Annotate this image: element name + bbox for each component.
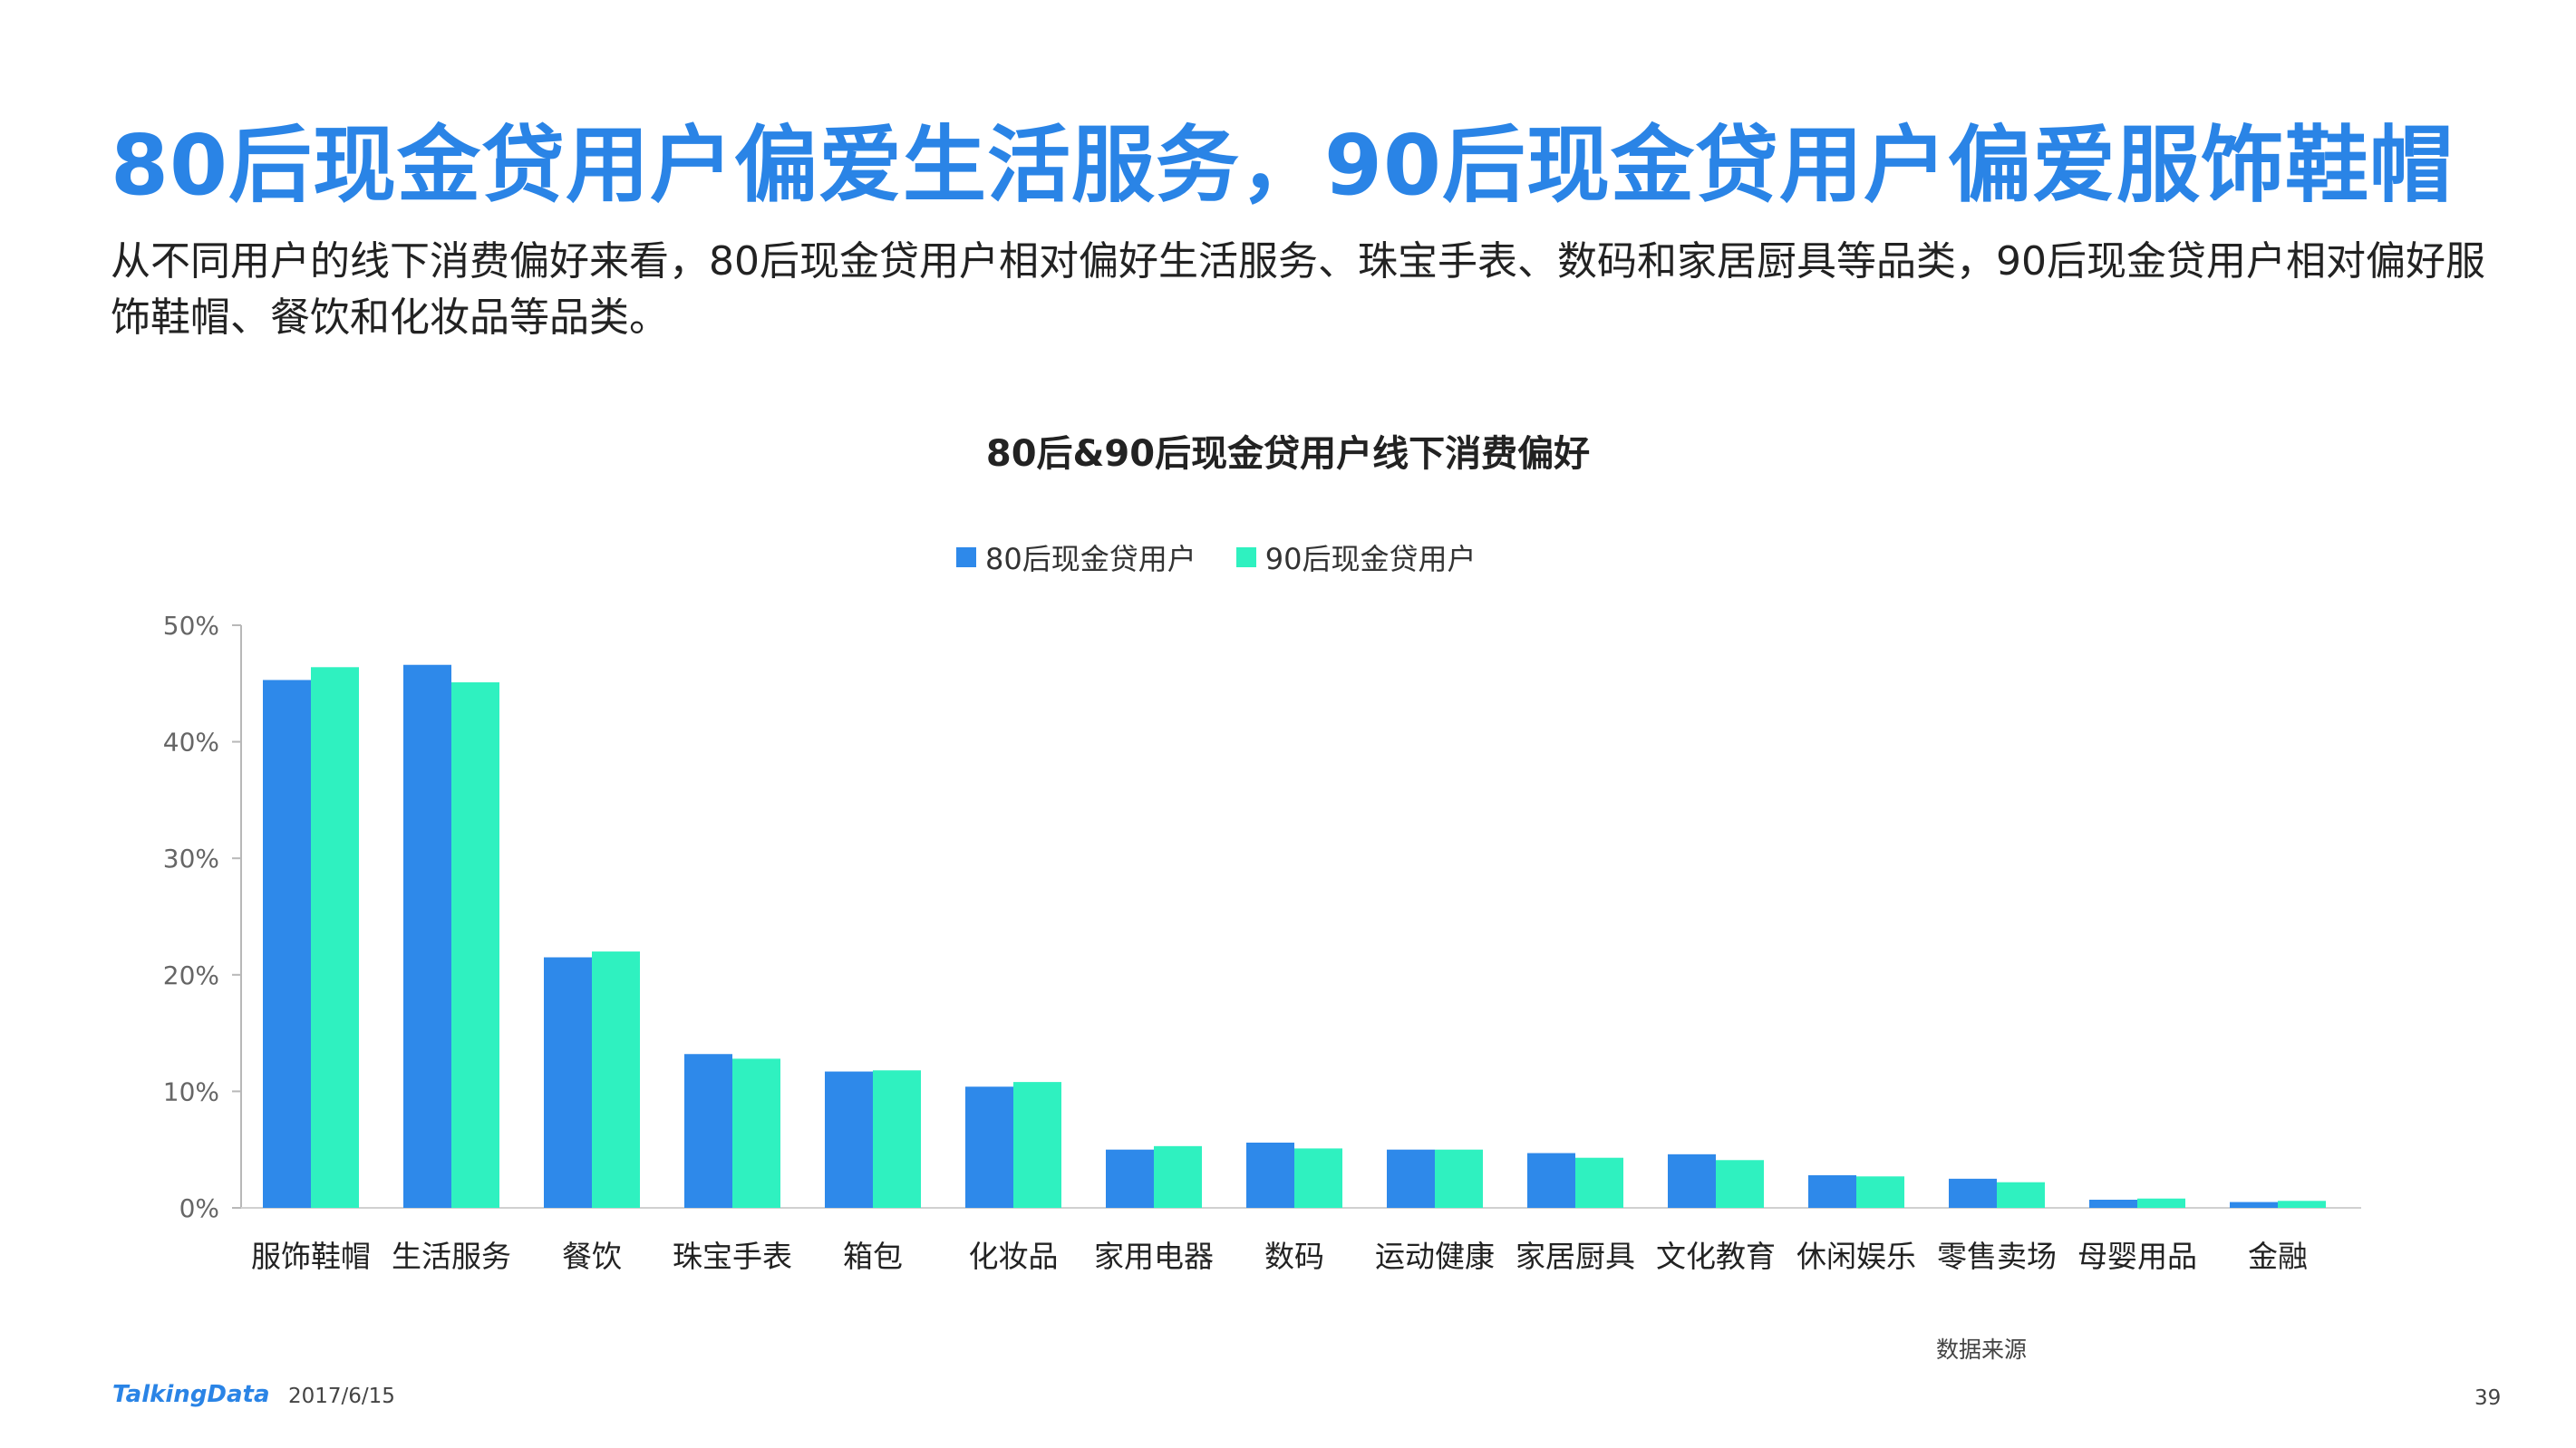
bar-80-10 [1668, 1154, 1716, 1208]
bar-90-3 [732, 1058, 780, 1208]
legend-item-90: 90后现金贷用户 [1235, 536, 1477, 578]
bar-90-4 [873, 1070, 921, 1208]
bar-90-2 [592, 951, 640, 1208]
bar-80-2 [544, 957, 592, 1208]
x-tick-label: 文化教育 [1656, 1239, 1776, 1274]
bar-90-0 [311, 667, 359, 1208]
x-tick-label: 化妆品 [969, 1239, 1059, 1274]
x-tick-label: 家用电器 [1094, 1239, 1214, 1274]
y-tick-label: 40% [163, 728, 219, 758]
chart-title: 80后&90后现金贷用户线下消费偏好 [985, 433, 1591, 475]
bar-90-12 [1997, 1182, 2045, 1208]
y-tick-label: 20% [163, 961, 219, 990]
bar-90-9 [1575, 1157, 1623, 1208]
y-tick-label: 10% [163, 1076, 219, 1106]
bar-80-7 [1246, 1142, 1294, 1208]
legend-swatch-90 [1235, 547, 1256, 567]
x-tick-label: 休闲娱乐 [1796, 1239, 1916, 1274]
y-tick-label: 30% [163, 844, 219, 874]
legend-swatch-80 [956, 547, 976, 567]
bar-90-8 [1435, 1149, 1483, 1208]
bar-80-6 [1106, 1149, 1154, 1208]
x-tick-label: 零售卖场 [1937, 1239, 2057, 1274]
x-tick-label: 运动健康 [1375, 1239, 1495, 1274]
bar-80-3 [684, 1054, 732, 1208]
legend-label-90: 90后现金贷用户 [1264, 542, 1477, 576]
bar-90-10 [1716, 1160, 1764, 1208]
bar-80-13 [2089, 1199, 2137, 1208]
y-tick-label: 0% [179, 1193, 219, 1223]
x-tick-label: 服饰鞋帽 [251, 1239, 371, 1274]
page-title: 80后现金贷用户偏爱生活服务，90后现金贷用户偏爱服饰鞋帽 [111, 117, 2455, 214]
bar-90-5 [1013, 1082, 1061, 1208]
bar-80-8 [1387, 1149, 1435, 1208]
footer-date: 2017/6/15 [288, 1385, 395, 1408]
x-tick-label: 数码 [1264, 1239, 1324, 1274]
page-number: 39 [2474, 1386, 2502, 1410]
y-tick-label: 50% [163, 611, 219, 641]
x-tick-label: 家居厨具 [1516, 1239, 1635, 1274]
bar-80-1 [403, 664, 451, 1208]
bar-80-14 [2230, 1202, 2278, 1208]
page-subtitle: 从不同用户的线下消费偏好来看，80后现金贷用户相对偏好生活服务、珠宝手表、数码和… [111, 238, 2485, 341]
bar-90-13 [2137, 1198, 2185, 1208]
x-tick-label: 箱包 [843, 1239, 903, 1274]
legend-label-80: 80后现金贷用户 [985, 542, 1196, 576]
bar-90-6 [1154, 1145, 1202, 1208]
x-tick-label: 珠宝手表 [673, 1239, 792, 1274]
x-tick-label: 金融 [2248, 1239, 2308, 1274]
data-source-label: 数据来源 [1936, 1337, 2028, 1363]
chart-legend: 80后现金贷用户 90后现金贷用户 [956, 536, 1476, 578]
bar-80-4 [825, 1071, 873, 1208]
talkingdata-logo: TalkingData [112, 1381, 270, 1408]
x-tick-label: 餐饮 [562, 1239, 622, 1274]
x-tick-label: 母婴用品 [2077, 1239, 2197, 1274]
bar-90-14 [2278, 1201, 2326, 1208]
x-tick-label: 生活服务 [392, 1239, 511, 1274]
bar-80-12 [1949, 1178, 1997, 1208]
bar-80-9 [1527, 1153, 1575, 1208]
bar-80-11 [1808, 1174, 1856, 1208]
bar-80-5 [965, 1086, 1013, 1208]
legend-item-80: 80后现金贷用户 [956, 536, 1196, 578]
bar-90-7 [1294, 1148, 1342, 1208]
bar-90-1 [451, 682, 499, 1208]
bar-90-11 [1856, 1176, 1904, 1208]
bar-80-0 [263, 680, 311, 1208]
